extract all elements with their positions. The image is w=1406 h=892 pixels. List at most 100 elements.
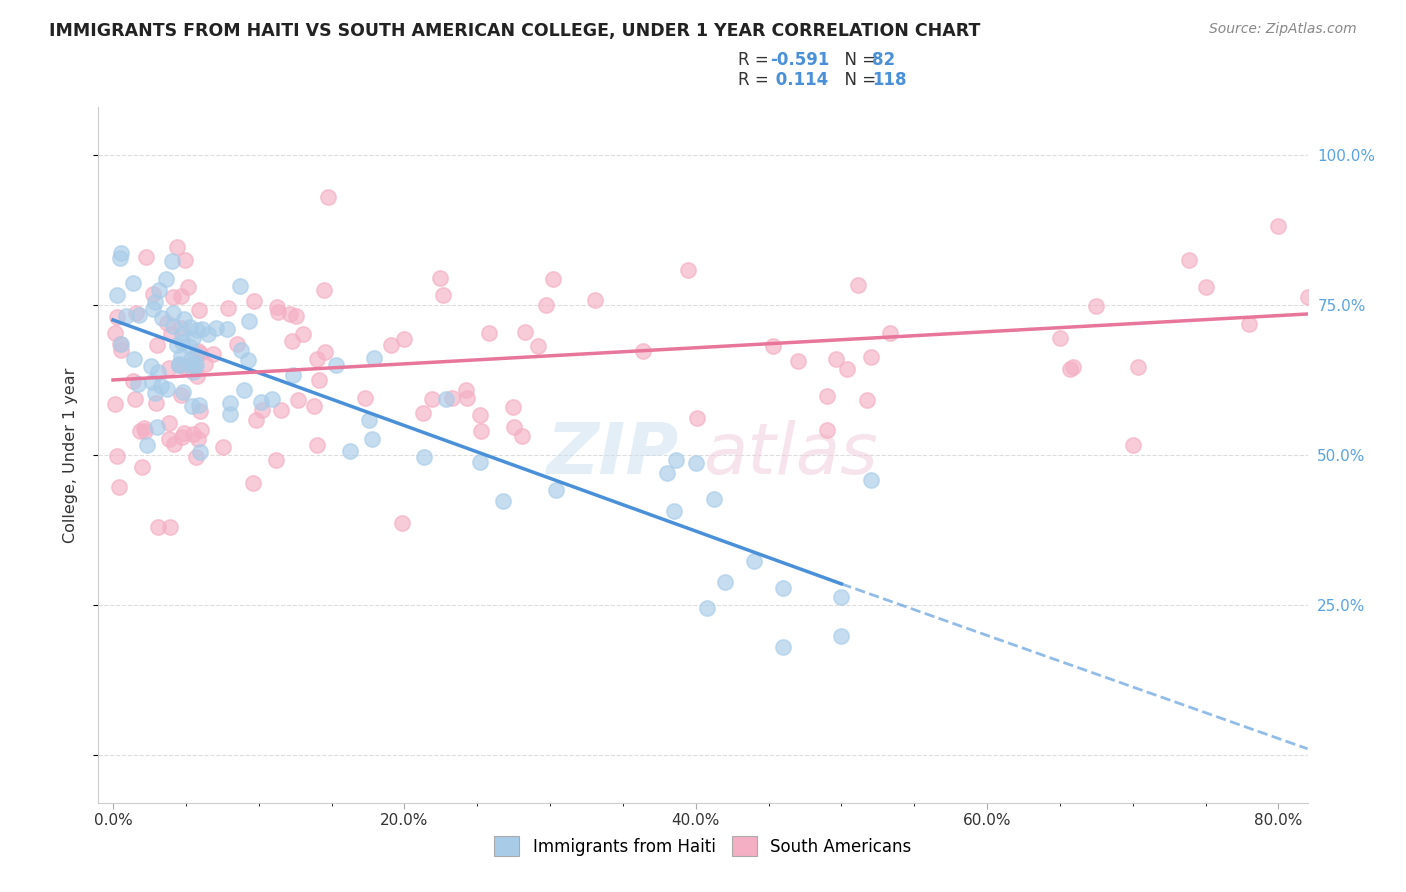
Point	[148, 520, 170, 534]
Point	[110, 337, 132, 351]
Point	[110, 245, 132, 260]
Point	[662, 504, 685, 518]
Point	[121, 277, 143, 291]
Point	[188, 445, 211, 459]
Point	[188, 346, 211, 360]
Point	[229, 343, 252, 358]
Point	[127, 377, 149, 392]
Point	[202, 346, 225, 360]
Point	[307, 438, 329, 452]
Point	[141, 375, 163, 389]
Point	[432, 287, 454, 301]
Point	[146, 420, 169, 434]
Point	[527, 339, 550, 353]
Point	[380, 338, 402, 352]
Point	[188, 404, 211, 418]
Point	[170, 349, 193, 363]
Point	[104, 397, 127, 411]
Point	[287, 393, 309, 408]
Point	[245, 413, 267, 427]
Point	[696, 600, 718, 615]
Point	[859, 474, 882, 488]
Point	[172, 359, 194, 374]
Point	[830, 591, 852, 605]
Point	[188, 303, 211, 318]
Point	[172, 384, 194, 399]
Point	[267, 305, 290, 319]
Point	[583, 293, 606, 308]
Point	[143, 386, 166, 401]
Point	[145, 396, 167, 410]
Point	[304, 400, 326, 414]
Point	[233, 383, 256, 397]
Point	[1059, 361, 1081, 376]
Text: 118: 118	[872, 71, 907, 89]
Point	[187, 343, 209, 358]
Point	[772, 640, 794, 654]
Point	[180, 352, 202, 367]
Point	[172, 326, 194, 341]
Point	[772, 582, 794, 596]
Point	[134, 420, 156, 434]
Point	[762, 339, 785, 353]
Point	[150, 311, 173, 326]
Point	[131, 460, 153, 475]
Point	[186, 323, 208, 337]
Point	[441, 391, 464, 405]
Legend: Immigrants from Haiti, South Americans: Immigrants from Haiti, South Americans	[486, 828, 920, 864]
Point	[219, 407, 242, 421]
Point	[1178, 252, 1201, 267]
Point	[184, 450, 207, 464]
Text: IMMIGRANTS FROM HAITI VS SOUTH AMERICAN COLLEGE, UNDER 1 YEAR CORRELATION CHART: IMMIGRANTS FROM HAITI VS SOUTH AMERICAN …	[49, 22, 980, 40]
Point	[249, 394, 271, 409]
Point	[134, 424, 156, 438]
Point	[212, 440, 235, 454]
Point	[177, 280, 200, 294]
Point	[354, 391, 377, 405]
Point	[170, 388, 193, 402]
Point	[312, 283, 335, 297]
Point	[468, 455, 491, 469]
Point	[665, 452, 688, 467]
Point	[105, 288, 128, 302]
Point	[1296, 291, 1319, 305]
Point	[155, 272, 177, 286]
Point	[136, 438, 159, 452]
Point	[218, 396, 240, 410]
Point	[270, 403, 292, 417]
Point	[502, 419, 524, 434]
Point	[391, 516, 413, 531]
Text: Source: ZipAtlas.com: Source: ZipAtlas.com	[1209, 22, 1357, 37]
Point	[108, 336, 131, 351]
Point	[179, 339, 201, 353]
Point	[170, 335, 193, 350]
Point	[122, 351, 145, 366]
Point	[170, 320, 193, 334]
Point	[143, 294, 166, 309]
Point	[180, 399, 202, 413]
Point	[678, 263, 700, 277]
Y-axis label: College, Under 1 year: College, Under 1 year	[63, 368, 77, 542]
Point	[513, 325, 536, 339]
Point	[456, 391, 478, 405]
Point	[262, 392, 284, 407]
Point	[502, 400, 524, 414]
Point	[190, 423, 212, 437]
Point	[162, 289, 184, 303]
Point	[148, 283, 170, 297]
Point	[242, 476, 264, 491]
Point	[187, 432, 209, 446]
Point	[124, 392, 146, 406]
Point	[173, 312, 195, 326]
Point	[163, 437, 186, 451]
Point	[155, 382, 177, 396]
Point	[308, 373, 330, 387]
Point	[285, 309, 308, 323]
Point	[534, 298, 557, 312]
Point	[108, 480, 131, 494]
Point	[197, 327, 219, 342]
Point	[280, 334, 302, 348]
Point	[544, 483, 567, 498]
Point	[266, 300, 288, 314]
Text: 0.114: 0.114	[770, 71, 828, 89]
